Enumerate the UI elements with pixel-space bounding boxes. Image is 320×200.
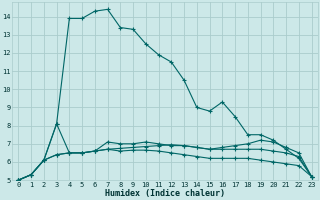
X-axis label: Humidex (Indice chaleur): Humidex (Indice chaleur) <box>105 189 225 198</box>
